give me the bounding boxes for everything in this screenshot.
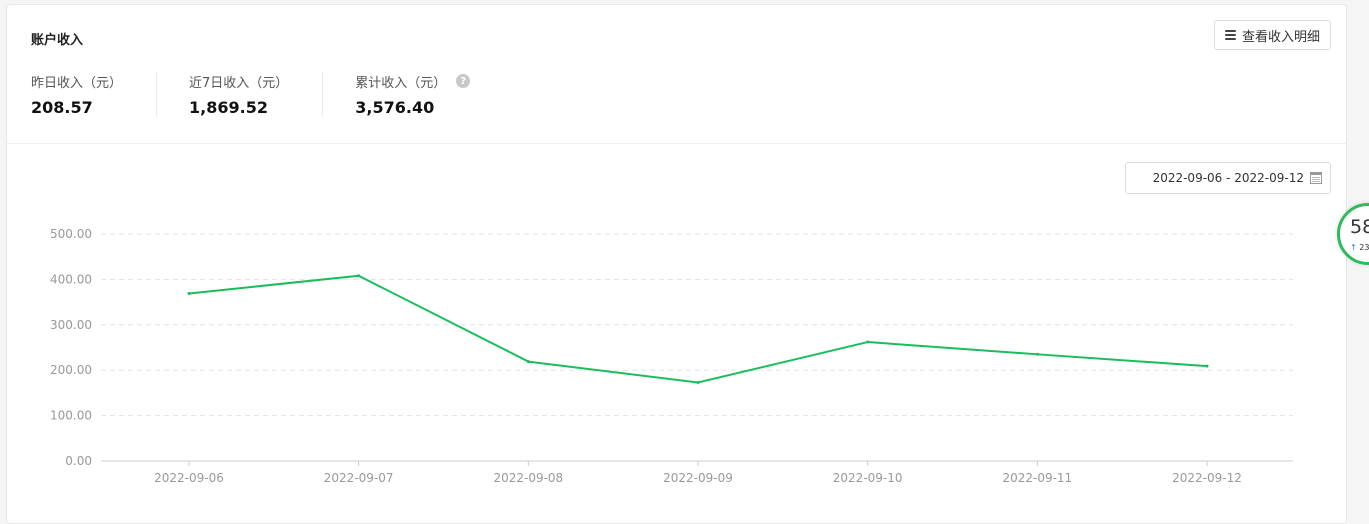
score-sub-value: 23 xyxy=(1359,243,1369,252)
stat-label: 近7日收入（元） xyxy=(189,75,289,91)
view-income-detail-button[interactable]: 查看收入明细 xyxy=(1213,20,1331,50)
account-income-card: 账户收入 查看收入明细 昨日收入（元） 208.57 近7日收入（元） 1,86… xyxy=(6,4,1347,524)
card-title: 账户收入 xyxy=(31,33,84,48)
x-tick-label: 2022-09-09 xyxy=(663,471,733,485)
income-series-line xyxy=(188,274,1208,384)
data-point xyxy=(526,360,530,364)
x-tick-label: 2022-09-06 xyxy=(154,471,224,485)
data-point xyxy=(1035,352,1039,356)
menu-icon xyxy=(1224,30,1236,40)
y-tick-label: 400.00 xyxy=(50,272,92,286)
data-point xyxy=(1205,364,1209,368)
x-tick-label: 2022-09-11 xyxy=(1002,471,1072,485)
y-tick-label: 300.00 xyxy=(50,318,92,332)
score-sub: ↑ 23 xyxy=(1350,243,1369,252)
y-tick-label: 200.00 xyxy=(50,363,92,377)
y-tick-label: 0.00 xyxy=(65,454,92,468)
stat-label: 昨日收入（元） xyxy=(31,75,123,91)
help-icon[interactable]: ? xyxy=(456,74,471,88)
data-point xyxy=(187,291,191,295)
x-tick-label: 2022-09-07 xyxy=(324,471,394,485)
stat-value: 1,869.52 xyxy=(189,98,268,117)
data-point xyxy=(866,340,870,344)
view-income-detail-label: 查看收入明细 xyxy=(1241,29,1320,45)
section-divider xyxy=(7,143,1346,144)
score-value: 58 xyxy=(1350,216,1369,238)
income-line-chart: 0.00 100.00 200.00 300.00 400.00 500.00 2022-0… xyxy=(50,227,1293,485)
income-stats: 昨日收入（元） 208.57 近7日收入（元） 1,869.52 累计收入（元）… xyxy=(31,72,504,117)
x-tick-label: 2022-09-10 xyxy=(833,471,903,485)
calendar-icon xyxy=(1310,172,1322,184)
date-range-text: 2022-09-06 - 2022-09-12 xyxy=(1152,171,1304,185)
up-arrow-icon: ↑ xyxy=(1350,243,1357,252)
stat-value: 3,576.40 xyxy=(355,98,435,117)
stat-yesterday: 昨日收入（元） 208.57 xyxy=(31,72,156,118)
y-tick-label: 500.00 xyxy=(50,227,92,241)
x-tick-label: 2022-09-08 xyxy=(493,471,563,485)
stat-total: 累计收入（元） ? 3,576.40 xyxy=(322,72,504,117)
stat-last-7-days: 近7日收入（元） 1,869.52 xyxy=(156,72,322,117)
date-range-picker[interactable]: 2022-09-06 - 2022-09-12 xyxy=(1125,162,1331,194)
y-tick-label: 100.00 xyxy=(50,409,92,423)
x-tick-label: 2022-09-12 xyxy=(1172,471,1242,485)
data-point xyxy=(357,274,361,278)
data-point xyxy=(696,380,700,384)
stat-label: 累计收入（元） xyxy=(355,75,447,91)
stat-value: 208.57 xyxy=(31,98,93,117)
